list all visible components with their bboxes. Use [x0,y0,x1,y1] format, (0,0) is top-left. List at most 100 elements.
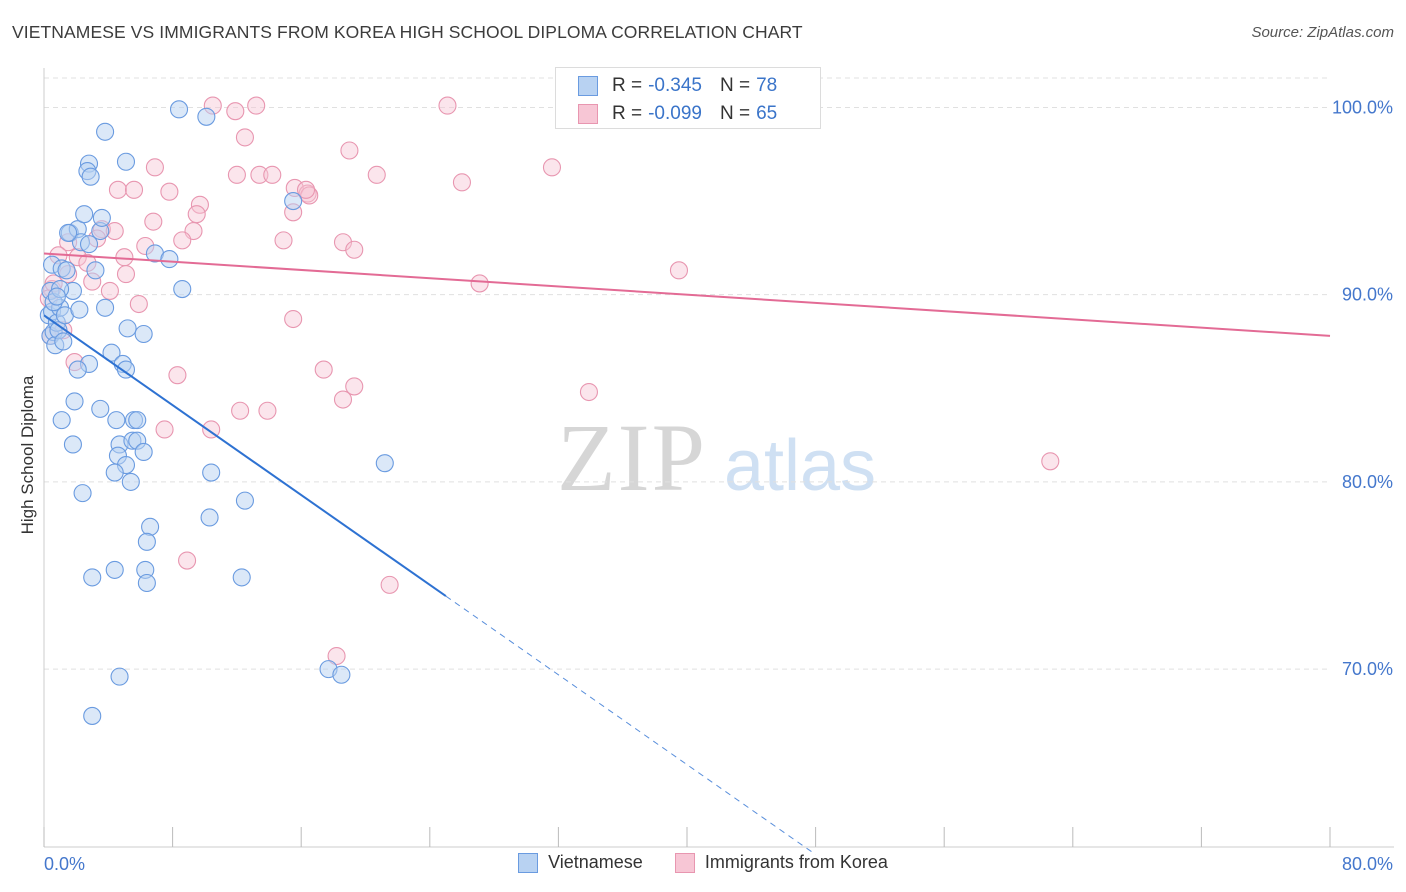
korea-point [470,274,489,293]
korea-point [231,401,250,420]
legend-n-value: 78 [756,75,778,96]
korea-point [247,96,266,115]
y-axis-label: High School Diploma [18,375,37,535]
legend-r-value: -0.345 [648,75,702,96]
korea-point [1041,452,1060,471]
korea-point [579,382,598,402]
korea-point [100,281,119,300]
korea-point [367,165,386,184]
legend-n-value: 65 [756,103,778,124]
legend-label-korea: Immigrants from Korea [704,852,888,872]
trend-lines [43,252,1331,855]
korea-point [187,205,206,224]
stats-legend: R = -0.345 N = 78 R = -0.099 N = 65 [555,67,821,129]
korea-point [178,551,197,570]
vietnamese-point [63,435,82,454]
legend-n-label: N = [719,75,751,96]
korea-point [108,180,127,199]
korea-point [145,158,164,177]
korea-point [274,231,293,250]
vietnamese-point [173,280,192,299]
korea-point [333,390,353,409]
vietnamese-point [110,667,129,686]
korea-point [300,186,319,205]
chart-title: VIETNAMESE VS IMMIGRANTS FROM KOREA HIGH… [12,22,803,42]
korea-point [314,360,333,379]
korea-point [296,180,316,199]
vietnamese-point [202,463,221,482]
y-tick-label: 70.0% [1342,659,1393,679]
vietnamese-point [284,192,303,211]
korea-point [542,158,562,177]
vietnamese-point [59,223,78,242]
vietnamese-point [91,399,110,418]
y-tick-label: 90.0% [1342,285,1393,305]
vietnamese-point [134,442,153,461]
source-label: Source: ZipAtlas.com [1251,24,1394,41]
korea-point [144,212,163,231]
legend-item-korea[interactable]: Immigrants from Korea [674,852,888,873]
vietnamese-point [332,665,351,684]
tick-labels: 70.0% 80.0% 90.0% 100.0% 0.0% 80.0% [44,97,1393,874]
legend-r-label: R = [612,75,643,96]
korea-trend-line [43,252,1331,337]
vietnamese-point [107,411,126,430]
korea-point [452,173,472,192]
vietnamese-point [116,360,136,379]
vietnamese-point [96,298,115,317]
vietnamese-point [79,235,99,254]
korea-point [124,180,144,199]
korea-point [669,261,689,280]
legend-swatch-blue [578,76,598,96]
vietnamese-point [235,491,254,510]
korea-point [438,96,457,115]
korea-point [227,165,246,184]
korea-point [160,182,179,201]
korea-point [226,102,245,121]
korea-point [235,128,254,147]
vietnamese-point [92,208,111,227]
vietnamese-point [86,261,105,280]
vietnamese-point [116,152,136,171]
korea-point [155,420,174,439]
korea-points [39,96,1060,666]
x-tick-label-right: 80.0% [1342,854,1393,874]
vietnamese-point [81,167,100,186]
vietnamese-point [141,517,160,536]
vietnamese-point [96,122,115,141]
korea-point [345,240,364,259]
vietnamese-point [375,454,394,473]
korea-point [340,141,359,160]
vietnamese-point [47,287,66,306]
watermark-zip: ZIP [557,404,707,511]
korea-point [345,377,364,396]
vietnamese-point [137,532,156,551]
y-tick-label: 100.0% [1332,97,1393,117]
korea-point [202,420,221,439]
series-legend: Vietnamese Immigrants from Korea [0,852,1406,873]
vietnamese-point [121,472,140,491]
vietnamese-point [105,463,124,482]
vietnamese-point [128,411,147,430]
watermark: ZIP atlas [557,404,876,511]
vietnamese-point [52,411,71,430]
y-tick-label: 80.0% [1342,472,1393,492]
korea-point [263,165,282,184]
vietnamese-point [73,484,92,503]
vietnamese-point [118,319,137,338]
vietnamese-point [102,343,121,362]
legend-row-vietnamese: R = -0.345 N = 78 [578,73,777,99]
korea-point [168,366,187,385]
legend-item-vietnamese[interactable]: Vietnamese [518,852,643,873]
vietnamese-point [232,568,251,587]
x-tick-label-left: 0.0% [44,854,85,874]
korea-point [284,309,303,329]
legend-row-korea: R = -0.099 N = 65 [578,101,777,127]
vietnamese-point [75,205,94,224]
vietnamese-point [169,100,189,119]
vietnamese-trend-line [43,314,447,597]
watermark-atlas: atlas [724,426,876,506]
korea-point [116,265,136,284]
vietnamese-point [200,508,219,527]
